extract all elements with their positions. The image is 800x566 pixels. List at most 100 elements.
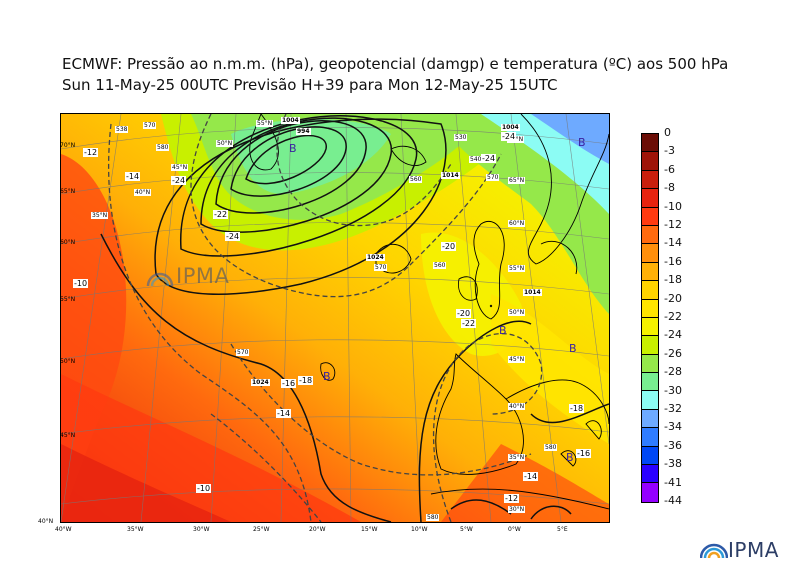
colorbar-segment xyxy=(642,299,658,318)
lon-label: 10°W xyxy=(411,526,428,533)
colorbar-segment xyxy=(642,354,658,374)
geopotential-label: 570 xyxy=(374,264,388,271)
temp-label: -24 xyxy=(481,154,497,163)
geopotential-label: 580 xyxy=(544,444,558,451)
grid-label: 65°N xyxy=(508,177,526,184)
geopotential-label: 560 xyxy=(433,262,447,269)
temp-label: -14 xyxy=(276,409,292,418)
colorbar-label: -12 xyxy=(664,218,682,231)
isobar-label: 1024 xyxy=(366,254,385,261)
colorbar-label: -8 xyxy=(664,181,675,195)
lon-label: 20°W xyxy=(309,526,326,533)
temp-label: -12 xyxy=(83,148,99,157)
colorbar-segment xyxy=(642,244,658,263)
geopotential-label: 570 xyxy=(486,174,500,181)
lon-label: 0°W xyxy=(508,526,521,533)
colorbar-label: -38 xyxy=(664,457,682,471)
temperature-colorbar xyxy=(641,133,659,503)
grid-label: 35°N xyxy=(91,212,109,219)
colorbar-segment xyxy=(642,281,658,300)
lat-label-65: 65°N xyxy=(60,188,76,195)
isobar-label: 1004 xyxy=(501,124,520,131)
isobar-label: 1004 xyxy=(281,117,300,124)
ipma-logo-watermark: IPMA xyxy=(146,264,241,292)
colorbar-label: -14 xyxy=(664,236,682,250)
forecast-map: 70°N 65°N 60°N 55°N 50°N 45°N 55°N 70°N … xyxy=(60,113,610,523)
colorbar-segment xyxy=(642,207,658,226)
lat-label-60: 60°N xyxy=(60,239,76,246)
colorbar-label: -30 xyxy=(664,383,682,397)
temp-label: -14 xyxy=(523,472,539,481)
colorbar-label: -41 xyxy=(664,475,682,489)
colorbar-label: -32 xyxy=(664,402,682,415)
chart-title: ECMWF: Pressão ao n.m.m. (hPa), geopoten… xyxy=(62,54,762,96)
colorbar-segment xyxy=(642,134,658,153)
grid-label: 30°N xyxy=(508,506,526,513)
low-center: B xyxy=(499,324,507,337)
colorbar-segment xyxy=(642,225,658,245)
grid-label: 40°N xyxy=(134,189,152,196)
colorbar-label: -22 xyxy=(664,310,682,323)
lon-label: 25°W xyxy=(253,526,270,533)
colorbar-segment xyxy=(642,373,658,392)
temp-label: -22 xyxy=(213,210,229,219)
colorbar-segment xyxy=(642,465,658,484)
logo-text: IPMA xyxy=(728,538,779,562)
grid-label: 50°N xyxy=(216,140,234,147)
lat-label-40: 40°N xyxy=(38,518,54,525)
colorbar-label: -44 xyxy=(664,494,682,507)
lat-label-70: 70°N xyxy=(60,142,76,149)
grid-label: 60°N xyxy=(508,220,526,227)
temp-label: -14 xyxy=(125,172,141,181)
lat-label-50: 50°N xyxy=(60,358,76,365)
temp-label: -24 xyxy=(171,176,187,185)
colorbar-label: -3 xyxy=(664,144,675,158)
geopotential-label: 540 xyxy=(469,156,483,163)
grid-label: 55°N xyxy=(256,120,274,127)
colorbar-segment xyxy=(642,446,658,466)
grid-label: 35°N xyxy=(508,454,526,461)
colorbar-label: -28 xyxy=(664,365,682,379)
lon-label: 5°E xyxy=(557,526,568,533)
isobar-label: 1014 xyxy=(523,289,542,296)
colorbar-segment xyxy=(642,189,658,208)
grid-label: 45°N xyxy=(508,356,526,363)
lon-label: 30°W xyxy=(193,526,210,533)
colorbar-label: -20 xyxy=(664,291,682,305)
isobar-label: 1014 xyxy=(441,172,460,179)
low-center: B xyxy=(578,136,586,149)
lon-label: 5°W xyxy=(460,526,473,533)
colorbar-segment xyxy=(642,409,658,429)
lon-label: 15°W xyxy=(361,526,378,533)
temp-label: -16 xyxy=(576,449,592,458)
low-center: B xyxy=(569,342,577,355)
low-center: B xyxy=(289,142,297,155)
geopotential-label: 580 xyxy=(156,144,170,151)
title-line-2: Sun 11-May-25 00UTC Previsão H+39 para M… xyxy=(62,76,558,94)
temp-label: -22 xyxy=(461,319,477,328)
colorbar-segment xyxy=(642,317,658,337)
low-center: B xyxy=(323,370,331,383)
colorbar-segment xyxy=(642,336,658,355)
colorbar-label: -26 xyxy=(664,346,682,360)
colorbar-label: 0 xyxy=(664,126,671,139)
isobars xyxy=(100,115,609,522)
grid-label: 45°N xyxy=(171,164,189,171)
lat-label-45: 45°N xyxy=(60,432,76,439)
colorbar-segment xyxy=(642,170,658,190)
colorbar-segment xyxy=(642,262,658,282)
colorbar-label: -24 xyxy=(664,328,682,342)
lat-label-55: 55°N xyxy=(60,296,76,303)
temp-label: -24 xyxy=(501,132,517,141)
title-line-1: ECMWF: Pressão ao n.m.m. (hPa), geopoten… xyxy=(62,55,729,73)
colorbar-segment xyxy=(642,391,658,410)
geopotential-label: 538 xyxy=(115,126,129,133)
lon-label: 40°W xyxy=(55,526,72,533)
colorbar-label: -36 xyxy=(664,438,682,452)
colorbar-segment xyxy=(642,483,658,502)
geopotential-label: 580 xyxy=(426,514,440,521)
geopotential xyxy=(107,114,543,522)
colorbar-label: -6 xyxy=(664,162,675,176)
temp-label: -10 xyxy=(196,484,212,493)
grid-label: 40°N xyxy=(508,403,526,410)
